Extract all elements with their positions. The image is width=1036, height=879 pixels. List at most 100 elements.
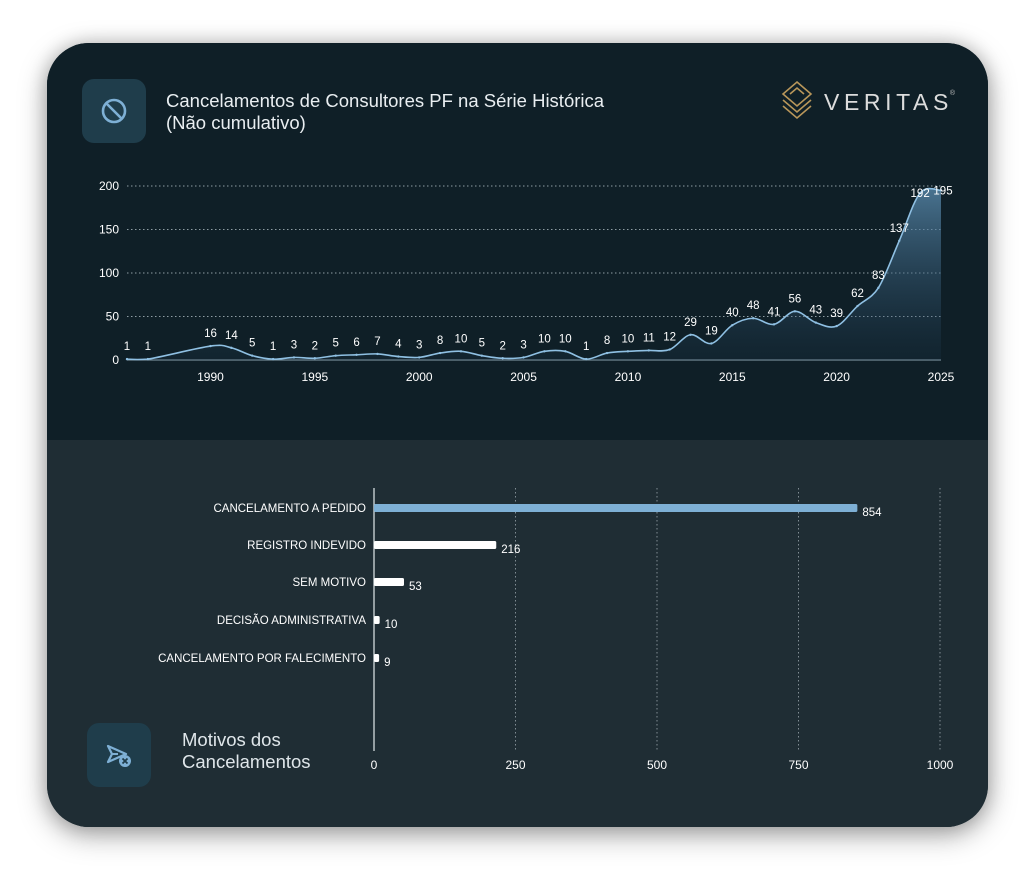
send-cancel-icon (106, 744, 131, 767)
data-point (856, 304, 859, 308)
data-point (418, 356, 421, 359)
x-tick-label: 2005 (510, 370, 537, 384)
data-label: 40 (726, 307, 739, 319)
data-label: 1 (270, 341, 276, 353)
data-point (731, 324, 734, 327)
data-label: 1 (124, 341, 130, 353)
data-point (334, 354, 337, 357)
x-tick-label: 0 (371, 758, 378, 772)
logo-registered-mark: ® (949, 89, 956, 97)
series-area (127, 188, 941, 360)
data-point (459, 350, 463, 353)
chart-title-line1: Cancelamentos de Consultores PF na Série… (166, 90, 605, 111)
bar (374, 654, 380, 662)
dashboard-card: Cancelamentos de Consultores PF na Série… (47, 43, 988, 827)
data-label: 195 (933, 185, 952, 197)
veritas-logo: VERITAS ® (780, 80, 955, 124)
header-icon-box (82, 79, 146, 143)
data-point (146, 357, 150, 361)
category-label: CANCELAMENTO A PEDIDO (213, 503, 366, 515)
data-point (376, 352, 379, 356)
data-label: 19 (705, 325, 718, 337)
top-panel (47, 43, 988, 440)
data-point (793, 310, 797, 313)
footer-icon-box (87, 723, 151, 787)
x-tick-label: 2000 (406, 370, 433, 384)
chart-title: Cancelamentos de Consultores PF na Série… (166, 90, 686, 134)
category-label: DECISÃO ADMINISTRATIVA (217, 614, 366, 627)
data-point (647, 349, 650, 352)
x-tick-label: 2010 (615, 370, 642, 384)
data-label: 12 (663, 332, 676, 344)
x-tick-label: 750 (788, 758, 808, 772)
veritas-logo-mark-icon (781, 80, 813, 120)
bar-value-label: 9 (384, 657, 390, 669)
data-point (480, 354, 484, 357)
data-point (814, 321, 817, 324)
data-point (710, 342, 713, 345)
data-label: 62 (851, 288, 864, 300)
data-label: 3 (520, 339, 526, 351)
data-point (230, 346, 233, 350)
data-label: 43 (809, 305, 822, 317)
data-label: 10 (455, 333, 468, 345)
data-label: 29 (684, 317, 697, 329)
data-label: 3 (416, 339, 422, 351)
bar-chart-title-line1: Motivos dos (182, 729, 281, 750)
data-label: 2 (499, 340, 505, 352)
x-tick-label: 1000 (927, 758, 954, 772)
data-label: 137 (890, 223, 909, 235)
data-point (355, 353, 358, 356)
data-label: 6 (353, 337, 359, 349)
data-label: 3 (291, 339, 297, 351)
data-label: 10 (538, 333, 551, 345)
x-tick-label: 2015 (719, 370, 746, 384)
data-point (689, 333, 692, 336)
data-label: 192 (911, 188, 930, 200)
data-point (668, 348, 671, 351)
x-tick-label: 1990 (197, 370, 224, 384)
data-point (835, 324, 838, 328)
data-point (501, 357, 504, 360)
ban-icon (101, 98, 127, 124)
x-tick-label: 2020 (823, 370, 850, 384)
category-label: REGISTRO INDEVIDO (247, 540, 366, 552)
data-label: 39 (830, 308, 843, 320)
data-label: 2 (312, 340, 318, 352)
data-label: 5 (479, 338, 485, 350)
data-label: 7 (374, 336, 380, 348)
data-point (251, 354, 254, 357)
data-label: 5 (249, 338, 255, 350)
x-tick-label: 500 (647, 758, 667, 772)
bar-chart: 0 250 500 750 1000 CANCELAMENTO A PEDIDO 854 RE… (158, 488, 954, 772)
data-point (292, 356, 296, 359)
data-label: 8 (604, 335, 610, 347)
data-point (397, 355, 400, 358)
chart-title-line2: (Não cumulativo) (166, 112, 306, 133)
data-label: 14 (225, 330, 238, 342)
y-tick-label: 0 (112, 353, 119, 367)
y-tick-label: 50 (106, 310, 120, 324)
data-label: 10 (622, 333, 635, 345)
data-label: 10 (559, 333, 572, 345)
bar-value-label: 53 (409, 581, 422, 593)
bar-chart-title-line2: Cancelamentos (182, 751, 311, 772)
bar-value-label: 216 (501, 544, 520, 556)
bar (374, 504, 858, 512)
y-tick-label: 150 (99, 223, 119, 237)
bar (374, 541, 497, 549)
data-label: 56 (788, 293, 801, 305)
data-label: 4 (395, 339, 402, 351)
category-label: SEM MOTIVO (293, 577, 367, 589)
data-point (751, 317, 755, 320)
data-label: 41 (768, 306, 781, 318)
data-point (626, 350, 630, 353)
data-point (209, 344, 212, 348)
category-label: CANCELAMENTO POR FALECIMENTO (158, 653, 366, 665)
data-label: 16 (204, 328, 217, 340)
data-point (125, 357, 129, 361)
y-tick-label: 200 (99, 179, 119, 193)
x-tick-label: 2025 (928, 370, 955, 384)
bar (374, 578, 404, 586)
data-point (543, 350, 546, 353)
